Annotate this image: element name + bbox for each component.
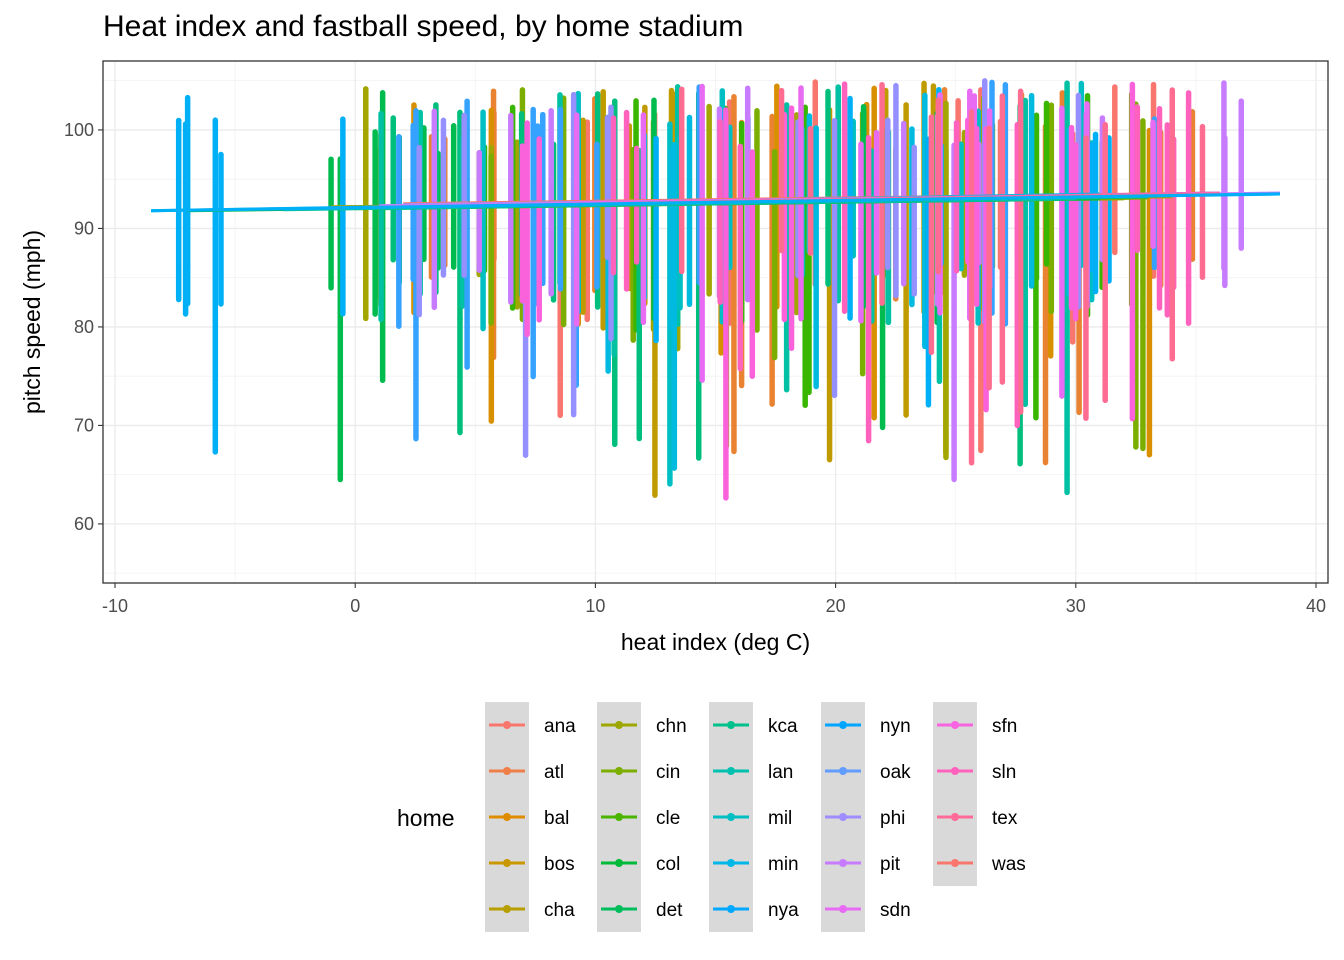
x-axis-title: heat index (deg C) (621, 629, 810, 655)
legend-point-tex (951, 813, 959, 821)
legend-label-pit: pit (880, 854, 901, 875)
legend-point-was (951, 859, 959, 867)
legend-point-sdn (839, 905, 847, 913)
x-tick-label: -10 (102, 596, 128, 616)
legend-label-oak: oak (880, 762, 911, 783)
legend-label-chn: chn (656, 716, 687, 737)
grid (103, 61, 1328, 583)
legend-point-cle (615, 813, 623, 821)
legend-point-bos (503, 859, 511, 867)
trend-lines (151, 191, 1280, 213)
legend-point-chn (615, 721, 623, 729)
legend-label-ana: ana (544, 716, 576, 737)
legend-point-sln (951, 767, 959, 775)
legend-label-nya: nya (768, 900, 799, 921)
legend-label-sln: sln (992, 762, 1016, 783)
axes: -10 0 10 20 30 40 60 70 80 90 100 (64, 120, 1326, 616)
y-tick-label: 90 (74, 218, 94, 238)
legend-point-lan (727, 767, 735, 775)
legend-point-min (727, 859, 735, 867)
legend-point-cin (615, 767, 623, 775)
legend-point-bal (503, 813, 511, 821)
series-nya (416, 78, 1082, 458)
legend-point-oak (839, 767, 847, 775)
legend-label-bos: bos (544, 854, 575, 875)
legend-label-det: det (656, 900, 683, 921)
legend-point-det (615, 905, 623, 913)
y-tick-label: 60 (74, 514, 94, 534)
plot-panel-border (102, 60, 1329, 584)
x-tick-label: 0 (350, 596, 360, 616)
legend-label-mil: mil (768, 808, 792, 829)
legend: ana atl bal bos cha chn cin cle col det kca lan mil m… (485, 702, 1026, 932)
scatter-points (175, 78, 1245, 501)
legend-label-lan: lan (768, 762, 793, 783)
legend-label-sdn: sdn (880, 900, 911, 921)
legend-point-kca (727, 721, 735, 729)
legend-point-atl (503, 767, 511, 775)
y-tick-label: 70 (74, 415, 94, 435)
legend-label-was: was (991, 854, 1026, 875)
y-tick-label: 100 (64, 120, 94, 140)
legend-point-mil (727, 813, 735, 821)
legend-label-nyn: nyn (880, 716, 911, 737)
x-tick-label: 30 (1066, 596, 1086, 616)
overall-trend-line (151, 192, 1280, 213)
legend-label-kca: kca (768, 716, 798, 737)
legend-point-nyn (839, 721, 847, 729)
y-tick-label: 80 (74, 317, 94, 337)
legend-label-sfn: sfn (992, 716, 1017, 737)
x-tick-label: 40 (1306, 596, 1326, 616)
legend-point-ana (503, 721, 511, 729)
legend-label-col: col (656, 854, 680, 875)
legend-point-pit (839, 859, 847, 867)
legend-point-sfn (951, 721, 959, 729)
series-sdn (678, 81, 1206, 466)
legend-point-phi (839, 813, 847, 821)
legend-label-cle: cle (656, 808, 680, 829)
legend-point-nya (727, 905, 735, 913)
legend-label-tex: tex (992, 808, 1018, 829)
legend-label-atl: atl (544, 762, 564, 783)
legend-key-bg (933, 702, 977, 886)
legend-title: home (397, 805, 455, 831)
legend-label-min: min (768, 854, 799, 875)
legend-point-cha (503, 905, 511, 913)
chart-title: Heat index and fastball speed, by home s… (103, 10, 744, 43)
x-tick-label: 10 (585, 596, 605, 616)
legend-label-cha: cha (544, 900, 575, 921)
legend-label-cin: cin (656, 762, 680, 783)
legend-label-phi: phi (880, 808, 905, 829)
legend-label-bal: bal (544, 808, 569, 829)
x-tick-label: 20 (826, 596, 846, 616)
y-axis-title: pitch speed (mph) (19, 230, 45, 414)
legend-point-col (615, 859, 623, 867)
series-pit (610, 81, 1192, 444)
series-mil (175, 86, 1112, 455)
